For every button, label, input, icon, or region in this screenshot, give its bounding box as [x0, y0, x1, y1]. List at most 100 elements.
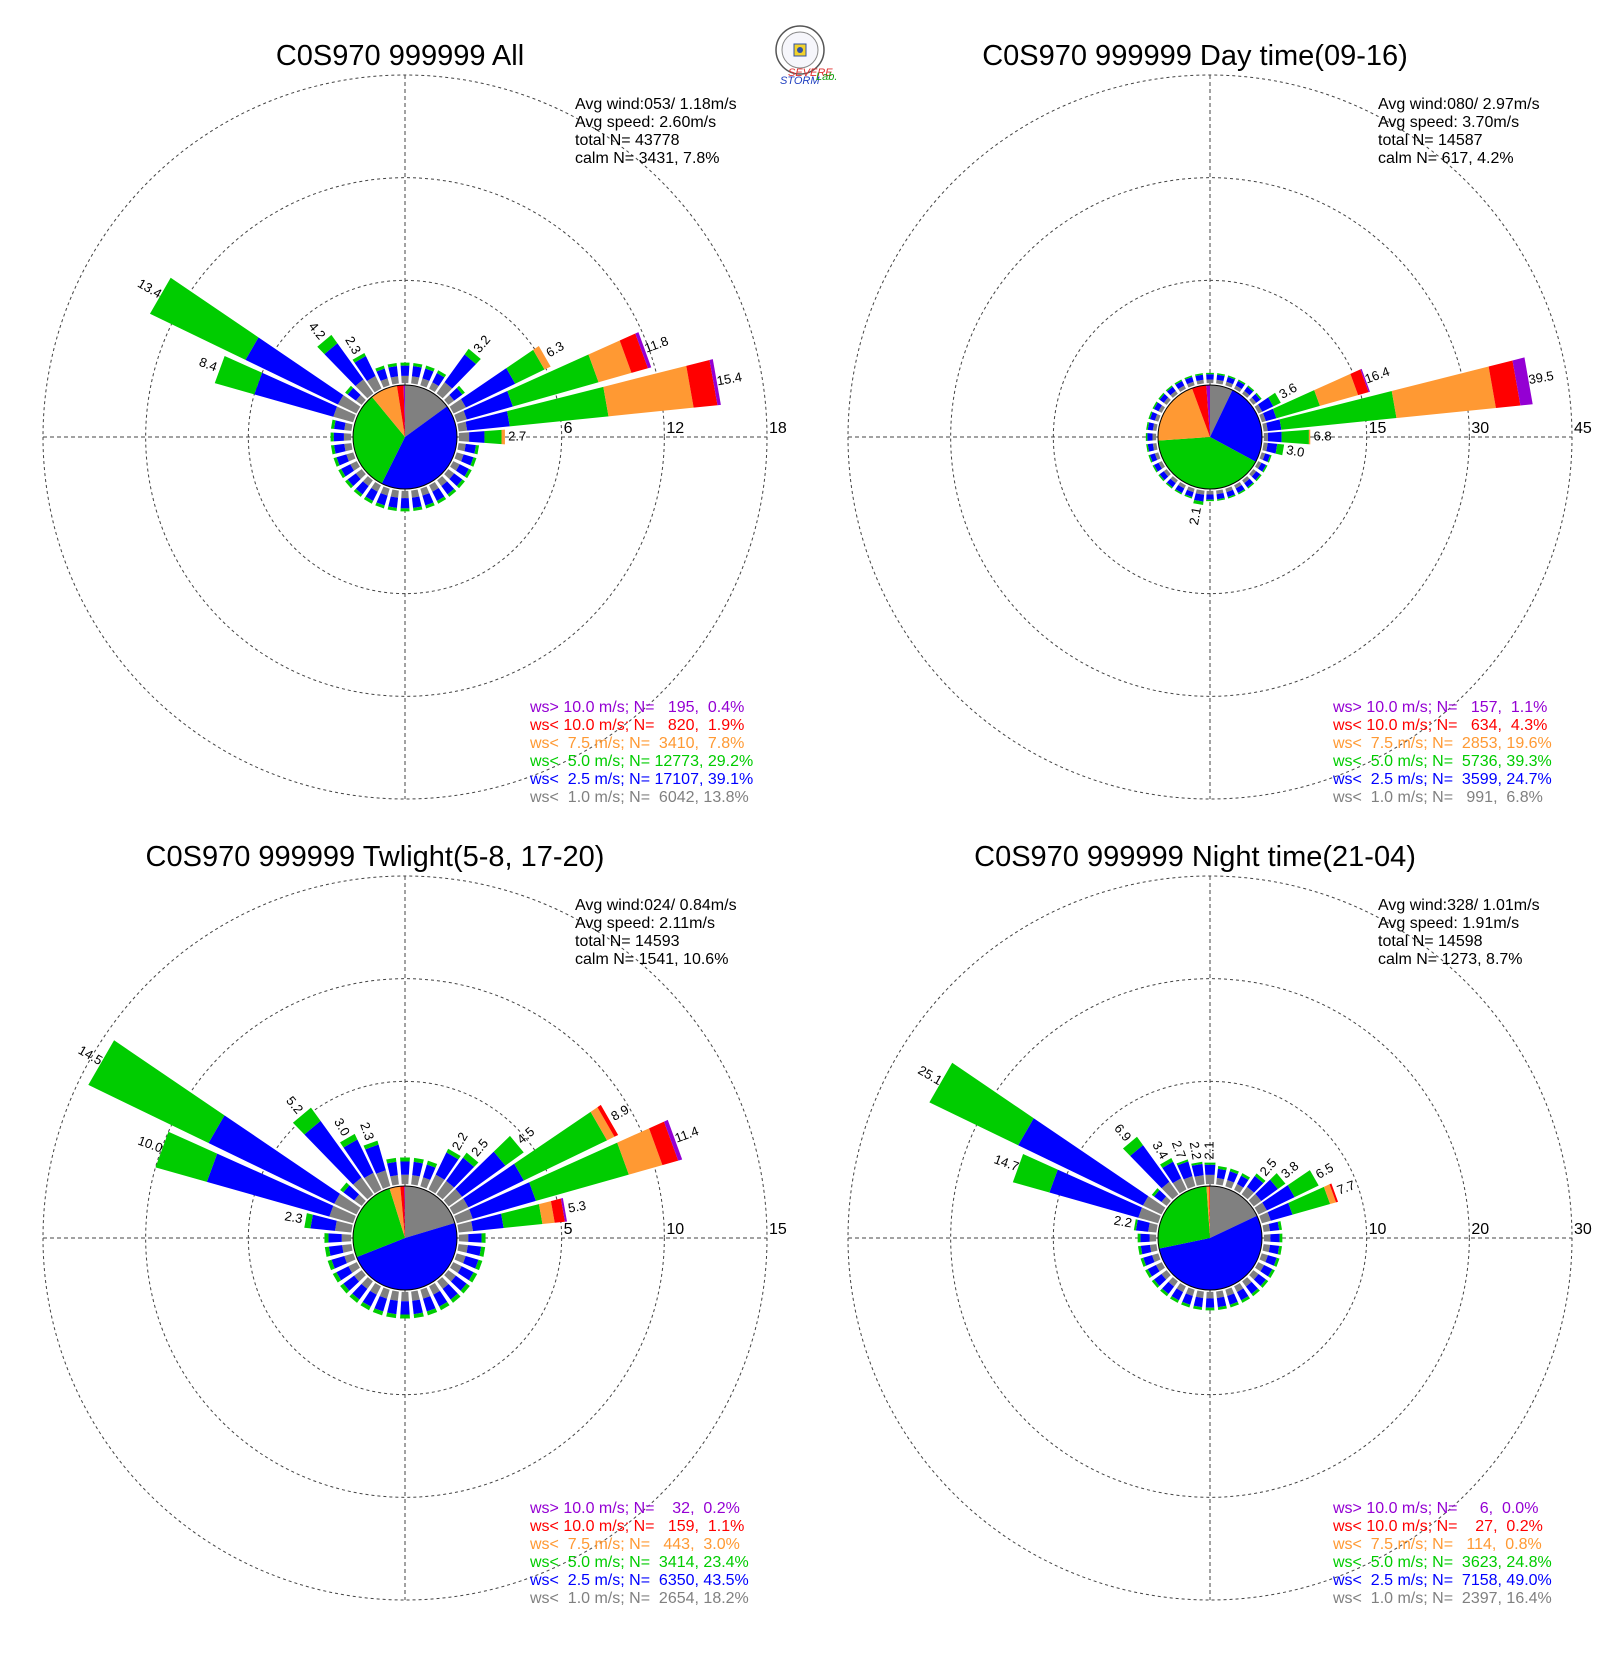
- polar-grid: 5 10 15: [42, 875, 787, 1601]
- wind-bar-segment: [463, 1152, 479, 1167]
- wind-bar-segment: [1135, 1219, 1150, 1232]
- wind-bar-segment: [1012, 1153, 1058, 1193]
- wind-bar-segment: [1193, 499, 1204, 506]
- wind-bar-segment: [413, 1157, 424, 1164]
- wind-bar-segment: [1329, 1183, 1339, 1203]
- wind-bar-segment: [533, 346, 551, 370]
- wind-bar-segment: [1216, 1168, 1227, 1180]
- wind-bar-segment: [1149, 411, 1158, 421]
- wind-bar-segment: [1270, 1233, 1280, 1243]
- wind-bar-segment: [1227, 1293, 1238, 1305]
- wind-bar-segment: [1234, 1283, 1244, 1293]
- wind-bar-segment: [1267, 454, 1272, 463]
- wind-bar-segment: [1170, 476, 1178, 484]
- polar-ring: [950, 978, 1470, 1498]
- pie-slice: [356, 1223, 457, 1291]
- wind-bar-segment: [1234, 1183, 1244, 1193]
- wind-bar-segment: [475, 1259, 483, 1271]
- wind-bar-segment: [425, 365, 435, 372]
- wind-bar-segment: [1259, 452, 1266, 460]
- wind-bar-segment: [1277, 1245, 1283, 1255]
- wind-bar-segment: [461, 454, 474, 466]
- wind-bar-segment: [1217, 497, 1226, 501]
- wind-bar-segment: [465, 411, 510, 431]
- legend-entry: ws< 5.0 m/s; N= 5736, 39.3%: [1332, 753, 1552, 770]
- wind-bar-segment: [1185, 1287, 1195, 1296]
- wind-bars: 2.22.54.58.911.45.32.310.014.55.23.0 2.3: [76, 1040, 701, 1319]
- wind-bar-segment: [348, 1262, 360, 1273]
- wind-bar-segment: [1391, 366, 1496, 419]
- total-n-text: total N= 14593: [575, 933, 680, 950]
- ring-label: 10: [1369, 1221, 1387, 1238]
- wind-bar-segment: [1244, 386, 1254, 396]
- wind-bar-segment: [327, 1259, 335, 1271]
- legend-entry: ws< 7.5 m/s; N= 2853, 19.6%: [1332, 735, 1552, 752]
- polar-ring: [950, 177, 1470, 697]
- legend-entry: ws> 10.0 m/s; N= 6, 0.0%: [1332, 1500, 1538, 1517]
- pie-slice: [1210, 390, 1263, 462]
- polar-ring: [1052, 1080, 1368, 1396]
- wind-bar-segment: [390, 1175, 399, 1186]
- wind-bar-segment: [435, 1152, 459, 1180]
- wind-bar-segment: [353, 1177, 374, 1200]
- wind-bar-segment: [1149, 453, 1158, 463]
- bar-total-label: 3.2: [470, 332, 493, 355]
- wind-bar-segment: [1162, 1161, 1182, 1184]
- pie-slice: [353, 1188, 405, 1258]
- wind-bar-segment: [590, 1107, 615, 1141]
- wind-bar-segment: [1251, 393, 1261, 403]
- wind-bar-segment: [1158, 474, 1165, 482]
- wind-bar-segment: [1262, 1244, 1271, 1253]
- wind-bar-segment: [412, 1299, 423, 1315]
- wind-bar-segment: [1263, 1234, 1271, 1242]
- wind-bar-segment: [387, 1299, 398, 1315]
- bar-total-label: 11.8: [642, 333, 670, 355]
- wind-bar-segment: [1360, 368, 1370, 393]
- bar-total-label: 6.9: [1111, 1121, 1134, 1144]
- wind-bar-segment: [1227, 1171, 1238, 1183]
- pie-slice: [400, 1186, 405, 1238]
- wind-bar-segment: [1258, 462, 1267, 472]
- wind-bar-segment: [420, 378, 430, 388]
- wind-bar-segment: [1268, 1244, 1280, 1255]
- wind-bar-segment: [1166, 478, 1176, 488]
- stats-block: Avg wind:328/ 1.01m/s Avg speed: 1.91m/s…: [1378, 897, 1540, 968]
- wind-bar-segment: [1259, 1253, 1268, 1263]
- wind-bar-segment: [1184, 376, 1194, 385]
- wind-bar-segment: [1184, 375, 1193, 380]
- wind-bar-segment: [355, 469, 366, 480]
- pie-slice: [1157, 1186, 1210, 1249]
- wind-bar-segment: [1227, 494, 1236, 499]
- wind-bar-segment: [1145, 1269, 1152, 1279]
- wind-bar-segment: [1249, 1270, 1259, 1280]
- wind-bar-segment: [1225, 486, 1233, 493]
- wind-bar-segment: [1249, 469, 1257, 477]
- wind-bar-segment: [344, 422, 353, 431]
- wind-bar-segment: [1151, 1188, 1160, 1197]
- wind-bar-segment: [1169, 1296, 1179, 1303]
- wind-bar-segment: [474, 445, 480, 455]
- wind-bar-segment: [1216, 374, 1225, 381]
- wind-bar-segment: [1161, 1196, 1171, 1206]
- wind-bar-segment: [317, 334, 338, 355]
- wind-bar-segment: [422, 493, 434, 506]
- wind-bar-segment: [1154, 452, 1161, 460]
- wind-bar-segment: [422, 1296, 436, 1312]
- wind-bar-segment: [330, 432, 334, 442]
- wind-bar-segment: [1158, 461, 1165, 469]
- bar-total-label: 11.4: [673, 1123, 701, 1145]
- wind-bar-segment: [529, 1142, 629, 1201]
- speed-legend: ws> 10.0 m/s; N= 32, 0.2%ws< 10.0 m/s; N…: [529, 1500, 749, 1607]
- wind-bar-segment: [1184, 489, 1194, 498]
- legend-entry: ws< 1.0 m/s; N= 991, 6.8%: [1332, 789, 1543, 806]
- wind-bar-segment: [1176, 1159, 1189, 1166]
- wind-bar-segment: [413, 362, 423, 368]
- pie-slice: [1159, 1215, 1262, 1290]
- wind-bar-segment: [479, 1246, 486, 1257]
- wind-bar-segment: [436, 1180, 455, 1200]
- wind-bar-segment: [1266, 442, 1278, 454]
- wind-bar-segment: [432, 373, 445, 386]
- wind-bar-segment: [376, 1170, 391, 1189]
- wind-bar-segment: [400, 1161, 410, 1175]
- wind-bar-segment: [1262, 1185, 1295, 1211]
